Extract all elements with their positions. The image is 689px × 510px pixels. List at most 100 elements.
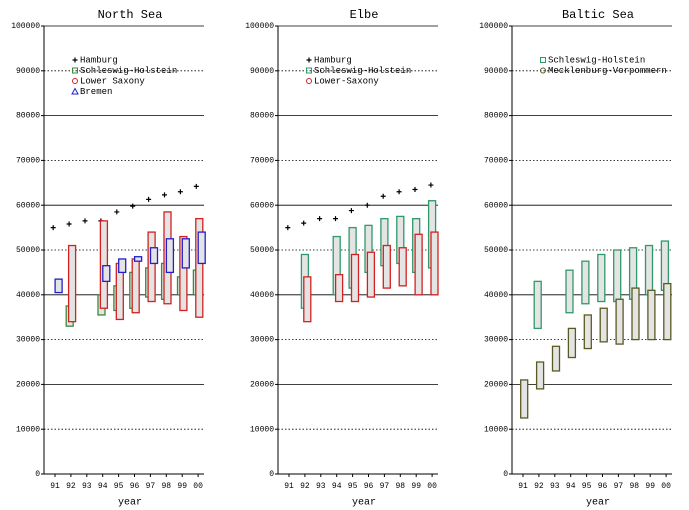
y-tick-label: 90000 — [250, 67, 274, 76]
legend-label: Bremen — [80, 87, 112, 97]
legend-marker — [72, 57, 78, 63]
x-tick-label: 93 — [82, 482, 92, 491]
range-box — [54, 278, 63, 294]
point — [146, 196, 152, 202]
range-box — [581, 260, 590, 305]
range-box — [551, 345, 561, 372]
point — [396, 189, 402, 195]
legend-marker — [540, 67, 546, 74]
x-tick-label: 00 — [661, 482, 671, 491]
x-tick-label: 95 — [114, 482, 124, 491]
legend-label: Hamburg — [314, 55, 352, 65]
x-tick-label: 98 — [395, 482, 405, 491]
y-tick-label: 70000 — [484, 157, 508, 166]
x-tick-label: 93 — [550, 482, 560, 491]
legend-label: Schleswig-Holstein — [314, 66, 411, 76]
y-tick-label: 100000 — [11, 22, 40, 31]
range-box — [583, 314, 592, 350]
x-tick-label: 94 — [98, 482, 108, 491]
range-box — [414, 233, 423, 296]
point — [162, 192, 167, 198]
x-tick-label: 00 — [193, 482, 203, 491]
range-box — [535, 361, 545, 390]
point — [285, 225, 291, 231]
legend-label: Hamburg — [80, 55, 118, 65]
range-box — [131, 258, 140, 314]
x-tick-label: 97 — [614, 482, 624, 491]
y-tick-label: 0 — [503, 470, 508, 479]
y-tick-label: 70000 — [250, 157, 274, 166]
y-tick-label: 40000 — [484, 291, 508, 300]
chart-title: Elbe — [350, 8, 379, 22]
y-tick-label: 50000 — [484, 246, 508, 255]
y-tick-label: 0 — [35, 470, 40, 479]
range-box — [133, 256, 143, 262]
legend-label: Lower-Saxony — [314, 76, 379, 86]
x-tick-label: 92 — [66, 482, 76, 491]
range-box — [382, 244, 391, 289]
point — [177, 189, 183, 195]
point — [412, 187, 418, 193]
range-box — [644, 244, 654, 296]
y-tick-label: 90000 — [484, 67, 508, 76]
point — [317, 216, 323, 222]
y-tick-label: 60000 — [484, 201, 508, 210]
legend-marker — [306, 78, 312, 84]
y-tick-label: 0 — [269, 470, 274, 479]
y-tick-label: 10000 — [484, 425, 508, 434]
range-box — [599, 307, 608, 343]
range-box — [67, 244, 77, 323]
y-tick-label: 30000 — [250, 336, 274, 345]
range-box — [565, 269, 574, 314]
range-box — [647, 289, 656, 341]
x-tick-label: 00 — [427, 482, 437, 491]
y-tick-label: 100000 — [479, 22, 508, 31]
x-tick-label: 92 — [534, 482, 544, 491]
x-axis-title: year — [586, 498, 610, 509]
range-box — [660, 240, 670, 291]
point — [380, 193, 386, 199]
x-tick-label: 94 — [566, 482, 576, 491]
point — [364, 202, 370, 208]
y-tick-label: 90000 — [16, 67, 40, 76]
y-tick-label: 40000 — [250, 291, 274, 300]
x-tick-label: 91 — [518, 482, 528, 491]
range-box — [197, 231, 206, 265]
point — [193, 183, 199, 189]
y-tick-label: 100000 — [245, 22, 274, 31]
x-tick-label: 98 — [629, 482, 639, 491]
x-tick-label: 93 — [316, 482, 326, 491]
x-tick-label: 95 — [348, 482, 358, 491]
range-box — [303, 276, 312, 323]
y-tick-label: 30000 — [484, 336, 508, 345]
range-box — [615, 298, 624, 345]
y-tick-label: 10000 — [16, 425, 40, 434]
range-box — [147, 231, 156, 303]
range-box — [533, 280, 542, 330]
range-box — [613, 249, 622, 303]
legend-marker — [71, 87, 79, 95]
legend-label: Schleswig-Holstein — [548, 55, 645, 65]
x-tick-label: 97 — [380, 482, 390, 491]
x-tick-label: 96 — [598, 482, 608, 491]
legend-label: Schleswig-Holstein — [80, 66, 177, 76]
range-box — [350, 253, 360, 303]
point — [301, 220, 307, 226]
range-box — [118, 258, 127, 274]
x-tick-label: 95 — [582, 482, 592, 491]
y-tick-label: 80000 — [16, 112, 40, 121]
point — [114, 209, 120, 215]
y-tick-label: 20000 — [16, 381, 40, 390]
y-tick-label: 20000 — [250, 381, 274, 390]
y-tick-label: 60000 — [250, 201, 274, 210]
y-tick-label: 20000 — [484, 381, 508, 390]
point — [333, 216, 338, 222]
x-tick-label: 94 — [332, 482, 342, 491]
legend-marker — [540, 57, 546, 63]
range-box — [99, 220, 109, 309]
range-box — [181, 238, 190, 269]
point — [428, 182, 434, 188]
x-tick-label: 91 — [50, 482, 60, 491]
point — [82, 218, 88, 224]
legend-marker — [306, 57, 312, 63]
